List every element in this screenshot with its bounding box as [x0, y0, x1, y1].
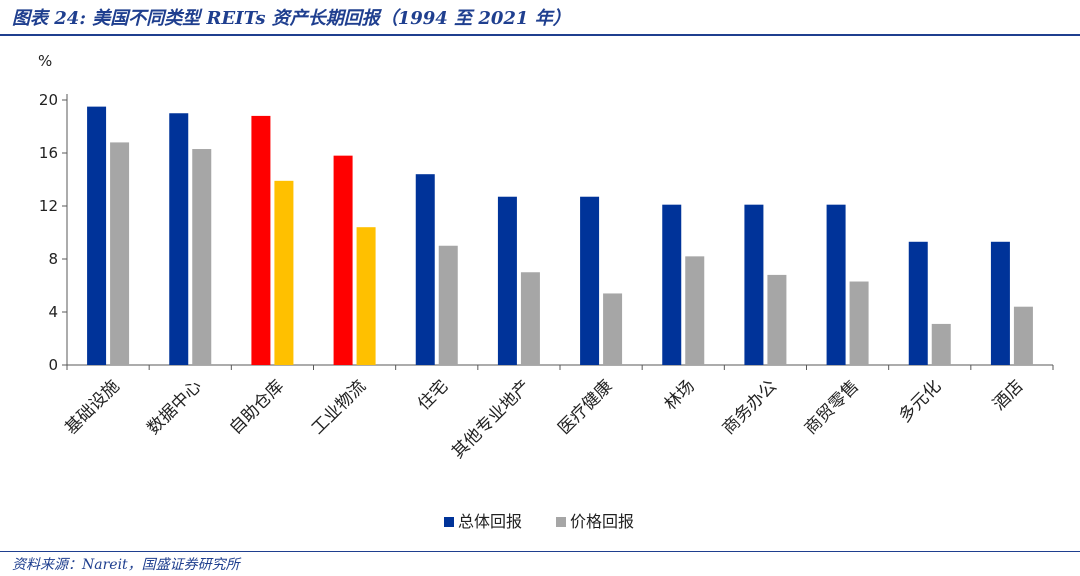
total-return-bar-4	[333, 155, 353, 365]
category-label: 其他专业地产	[448, 376, 534, 462]
legend-label-total-return: 总体回报	[458, 512, 522, 531]
category-label: 自助仓库	[226, 376, 288, 438]
y-tick-label: 8	[48, 250, 58, 268]
total-return-bar-9	[744, 204, 764, 365]
legend-label-price-return: 价格回报	[570, 512, 634, 531]
category-label: 商务办公	[719, 376, 781, 438]
price-return-bar-3	[274, 180, 294, 365]
price-return-bar-8	[685, 256, 705, 365]
category-label: 医疗健康	[554, 376, 616, 438]
price-return-bar-1	[110, 142, 130, 365]
footer-divider	[0, 551, 1080, 552]
total-return-bar-1	[87, 106, 107, 365]
total-return-bar-7	[580, 196, 600, 365]
price-return-bar-12	[1013, 306, 1033, 365]
figure-title: 图表 24: 美国不同类型 REITs 资产长期回报（1994 至 2021 年…	[12, 8, 571, 29]
total-return-bar-6	[497, 196, 517, 365]
category-label: 林场	[661, 376, 699, 414]
price-return-bar-2	[192, 149, 212, 365]
y-tick-label: 0	[48, 356, 58, 374]
category-label: 住宅	[414, 376, 452, 414]
category-label: 酒店	[989, 376, 1027, 414]
price-return-bar-4	[356, 227, 376, 365]
axes: 0 4 8 12 16 20%	[38, 52, 1054, 374]
price-return-bar-9	[767, 274, 787, 365]
total-return-bar-12	[990, 241, 1010, 365]
price-return-bar-11	[931, 323, 951, 365]
category-label: 商贸零售	[801, 376, 863, 438]
total-return-bar-10	[826, 204, 846, 365]
category-label: 工业物流	[308, 376, 370, 438]
legend-swatch-total-return	[444, 517, 454, 527]
total-return-bar-5	[415, 174, 435, 365]
header-divider	[0, 34, 1080, 36]
y-tick-label: 12	[39, 197, 58, 215]
price-return-bar-7	[603, 293, 623, 365]
category-label: 数据中心	[144, 376, 206, 438]
y-tick-label: 20	[39, 91, 58, 109]
price-return-bar-10	[849, 281, 869, 365]
total-return-bar-3	[251, 115, 271, 366]
source-note: 资料来源：Nareit，国盛证券研究所	[12, 557, 240, 573]
y-axis-unit: %	[38, 52, 52, 70]
category-label: 多元化	[895, 376, 945, 426]
legend: 总体回报 价格回报	[444, 512, 634, 531]
total-return-bar-11	[908, 241, 928, 365]
y-tick-label: 16	[39, 144, 58, 162]
y-tick-label: 4	[48, 303, 58, 321]
category-label: 基础设施	[61, 376, 123, 438]
total-return-bar-8	[662, 204, 682, 365]
legend-swatch-price-return	[556, 517, 566, 527]
price-return-bar-5	[438, 245, 458, 365]
total-return-bar-2	[169, 113, 189, 365]
price-return-bar-6	[520, 272, 540, 365]
bars	[87, 106, 1033, 366]
